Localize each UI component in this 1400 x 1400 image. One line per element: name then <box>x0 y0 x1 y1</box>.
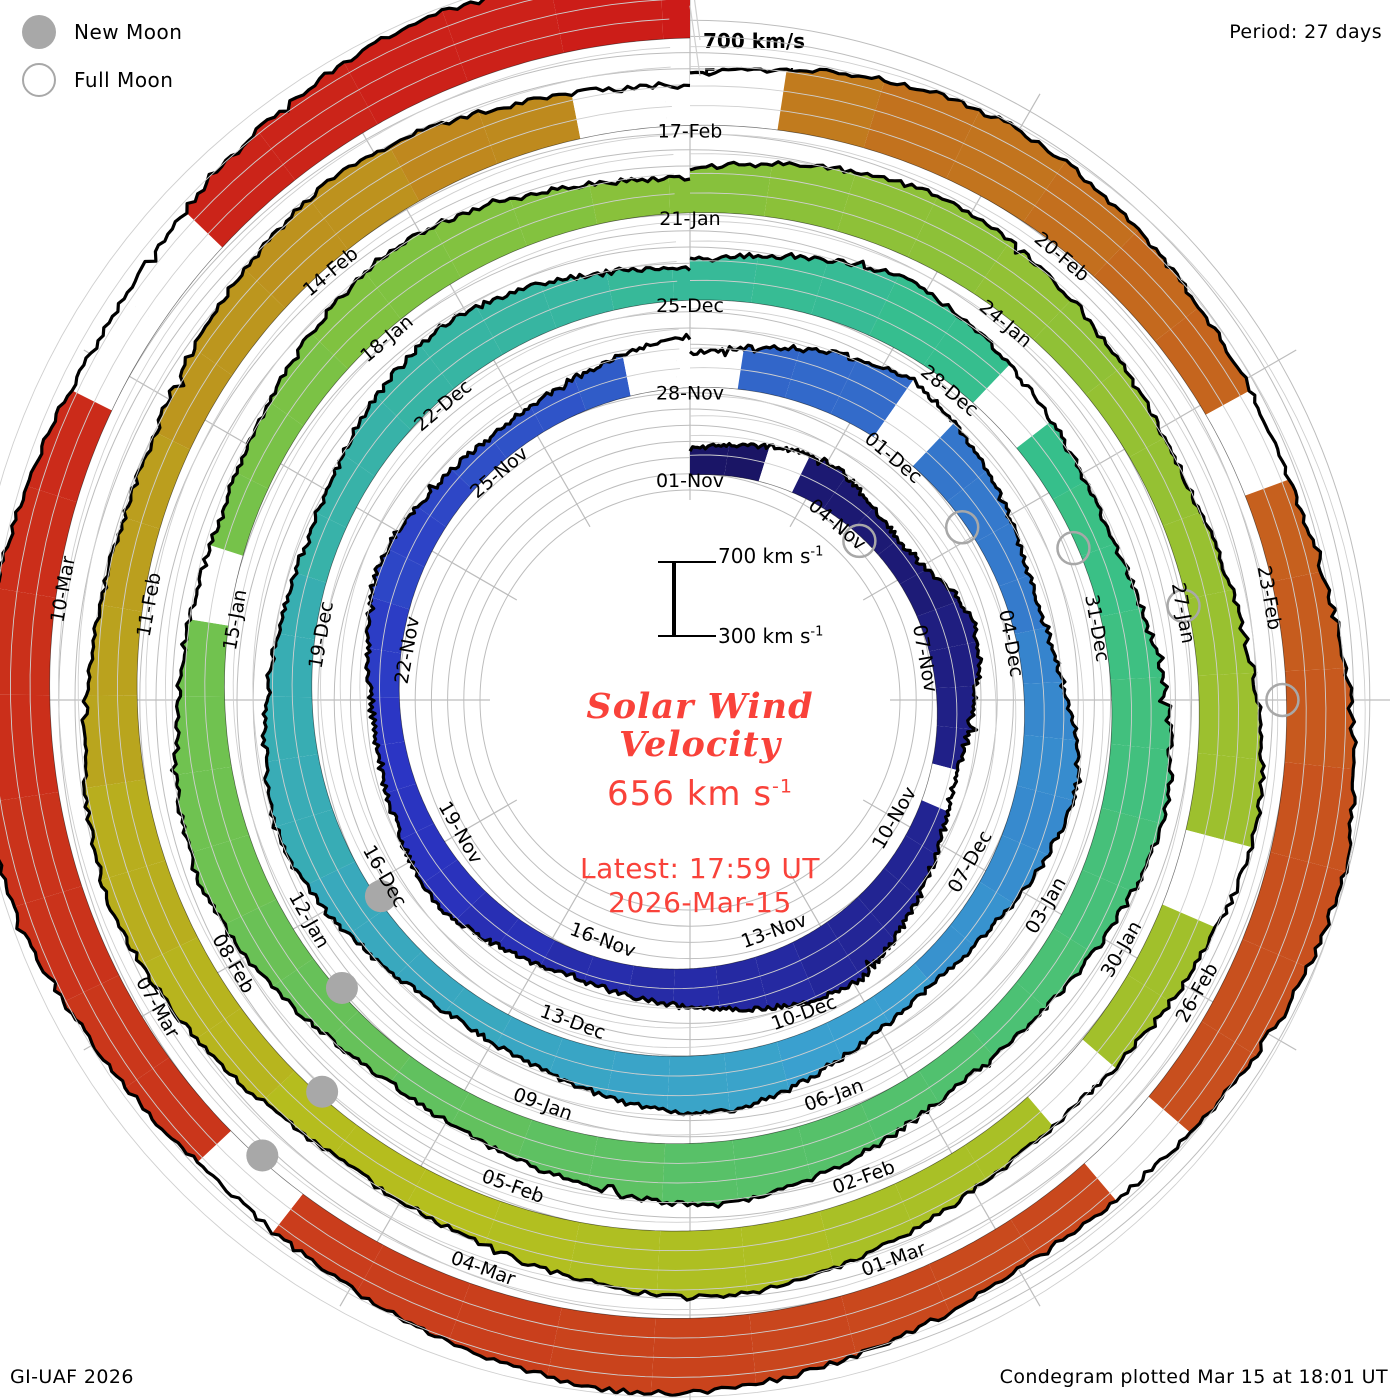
legend-label-new-moon: New Moon <box>74 20 183 44</box>
center-scalebar: 700 km s-1 300 km s-1 <box>640 544 900 666</box>
plotted-timestamp-label: Condegram plotted Mar 15 at 18:01 UT <box>999 1366 1388 1388</box>
new-moon-marker <box>246 1139 279 1172</box>
scalebar-bottom-label: 300 km s-1 <box>718 624 824 648</box>
full-moon-marker <box>1056 530 1091 566</box>
full-moon-marker <box>842 523 877 559</box>
date-label: 25-Dec <box>656 295 724 317</box>
full-moon-marker <box>944 510 980 545</box>
scalebar-top-label: 700 km s-1 <box>718 544 824 568</box>
credit-label: GI-UAF 2026 <box>10 1366 134 1388</box>
moon-legend: New Moon Full Moon <box>22 8 182 104</box>
latest-reading-block: Latest: 17:59 UT 2026-Mar-15 <box>0 852 1400 920</box>
new-moon-marker <box>364 880 397 913</box>
date-label: 17-Feb <box>658 120 723 142</box>
center-title-block: Solar Wind Velocity 656 km s-1 <box>0 686 1400 815</box>
title-line-1: Solar Wind <box>586 686 814 727</box>
legend-item-full-moon: Full Moon <box>22 56 182 104</box>
moon-markers <box>246 510 1300 1172</box>
period-label: Period: 27 days <box>1229 21 1382 43</box>
new-moon-marker <box>306 1075 339 1108</box>
legend-item-new-moon: New Moon <box>22 8 182 56</box>
latest-time: Latest: 17:59 UT <box>579 852 821 885</box>
latest-date: 2026-Mar-15 <box>608 886 792 919</box>
date-label: 28-Nov <box>656 383 724 405</box>
spiral-baselines <box>0 0 1366 1398</box>
current-value: 656 km s-1 <box>607 774 793 814</box>
date-label: 21-Jan <box>659 208 720 230</box>
new-moon-marker <box>325 971 358 1004</box>
new-moon-icon <box>22 15 56 49</box>
title-line-2: Velocity <box>619 724 781 765</box>
legend-label-full-moon: Full Moon <box>74 68 174 92</box>
full-moon-marker <box>1166 588 1201 624</box>
full-moon-icon <box>22 63 56 97</box>
date-label: 01-Nov <box>656 470 724 492</box>
full-moon-marker <box>1265 682 1300 718</box>
